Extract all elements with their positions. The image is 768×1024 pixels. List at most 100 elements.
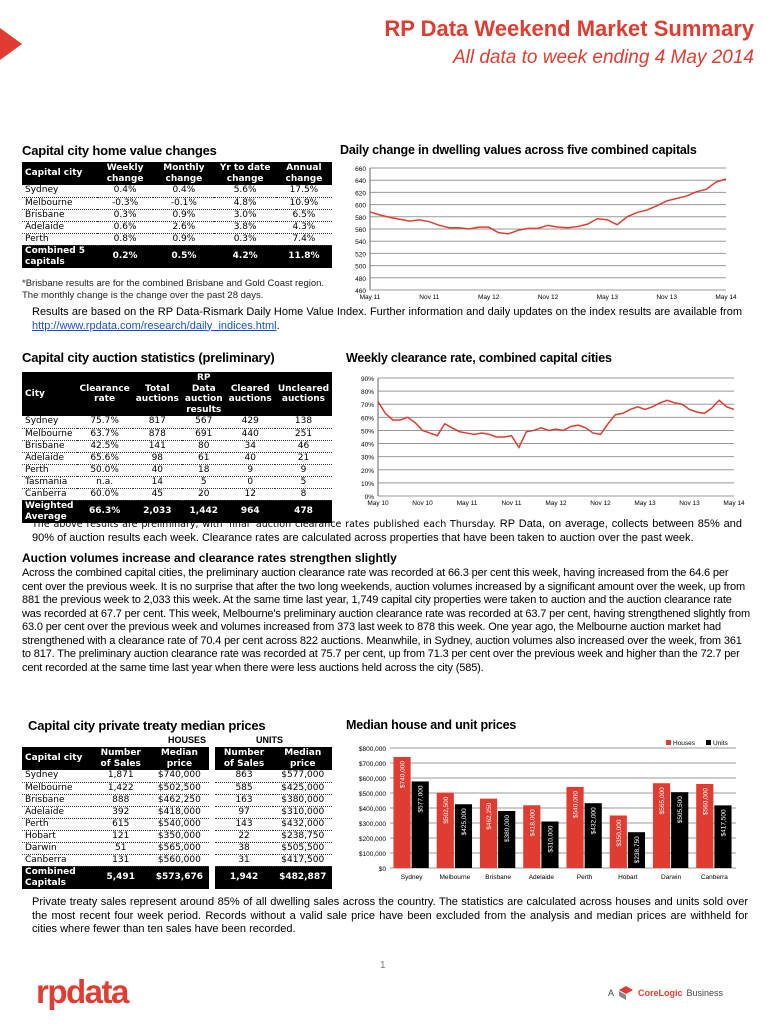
y-tick-label: $200,000 — [359, 836, 386, 843]
total-row: Weighted Average 66.3% 2,033 1,442 964 478 — [22, 500, 333, 523]
total-row: Combined Capitals 5,491 $573,676 1,942 $482,… — [22, 866, 332, 889]
table-row: Melbourne 63.7% 878 691 440 251 — [22, 428, 333, 441]
corner-triangle — [0, 28, 22, 60]
page-title: RP Data Weekend Market Summary — [384, 16, 754, 41]
table-cell: 22 — [208, 830, 274, 843]
total-cell: Combined 5 capitals — [22, 245, 97, 268]
houses-bar — [393, 757, 411, 868]
houses-label: HOUSES — [168, 735, 207, 745]
x-category-label: Brisbane — [485, 874, 511, 881]
table-row: Tasmania n.a. 14 5 0 5 — [22, 476, 333, 489]
y-tick-label: 80% — [361, 389, 374, 396]
table-cell: 38 — [208, 842, 274, 855]
units-bar — [498, 811, 516, 868]
table-cell: 4.8% — [214, 197, 276, 210]
bar-data-label: $417,500 — [720, 809, 727, 836]
table-cell: Perth — [22, 464, 77, 477]
houses-bar — [609, 815, 627, 868]
y-tick-label: 500 — [355, 264, 366, 271]
bar-data-label: $380,000 — [504, 815, 511, 842]
table-cell: $310,000 — [273, 806, 332, 819]
column-header: Total auctions — [132, 372, 182, 416]
units-bar — [627, 832, 646, 868]
total-cell: 1,442 — [181, 500, 226, 523]
table-cell: Hobart — [22, 830, 92, 843]
footnote-line: *Brisbane results are for the combined B… — [22, 278, 325, 289]
table-cell: $417,500 — [273, 854, 332, 867]
bar-data-label: $462,250 — [486, 802, 493, 829]
y-tick-label: 50% — [361, 428, 374, 435]
table-row: Adelaide 65.6% 98 61 40 21 — [22, 452, 333, 465]
chart3-title: Median house and unit prices — [346, 718, 517, 732]
table-cell: $350,000 — [150, 830, 212, 843]
x-category-label: Melbourne — [440, 874, 471, 881]
corelogic-business: Business — [686, 988, 724, 998]
y-tick-label: $400,000 — [359, 806, 386, 813]
table-cell: -0.1% — [153, 197, 215, 210]
y-tick-label: 460 — [355, 288, 366, 295]
table-cell: 0.3% — [96, 209, 154, 222]
x-tick-label: Nov 13 — [679, 500, 700, 507]
total-cell: 0.2% — [96, 245, 154, 268]
x-category-label: Adelaide — [529, 874, 555, 881]
table-cell: 0.4% — [153, 185, 215, 198]
column-header: Cleared auctions — [225, 372, 275, 416]
table-header: Capital city Number of Sales Median price N… — [22, 747, 332, 770]
auction-note: The above results are preliminary, with … — [32, 518, 742, 545]
y-tick-label: 480 — [355, 276, 366, 283]
page-subtitle: All data to week ending 4 May 2014 — [452, 47, 754, 68]
column-header: Uncleared auctions — [274, 372, 333, 416]
table-header: Capital city Weekly change Monthly change Y… — [22, 162, 332, 185]
table-row: Darwin 51 $565,000 38 $505,500 — [22, 842, 332, 855]
total-cell: 0.5% — [153, 245, 215, 268]
x-tick-label: May 14 — [723, 500, 745, 507]
corelogic-name: CoreLogic — [638, 988, 683, 998]
column-header: Weekly change — [96, 162, 154, 185]
bar-data-label: $350,000 — [616, 819, 623, 846]
table-cell: 20 — [181, 488, 226, 501]
table-cell: 0.8% — [96, 233, 154, 246]
table-cell: 141 — [132, 440, 182, 453]
table-cell: Adelaide — [22, 806, 92, 819]
table-cell: 60.0% — [76, 488, 133, 501]
x-tick-label: Nov 10 — [412, 500, 433, 507]
total-cell: 5,491 — [91, 866, 151, 889]
table-cell: 691 — [181, 428, 226, 441]
table-cell: 251 — [274, 428, 333, 441]
table-cell: Brisbane — [22, 794, 92, 807]
table-cell: 615 — [91, 818, 151, 831]
y-tick-label: 0% — [365, 494, 375, 501]
index-note-text: Results are based on the RP Data-Rismark… — [32, 306, 742, 318]
x-tick-label: Nov 12 — [590, 500, 611, 507]
legend-label-houses: Houses — [673, 740, 696, 747]
table-row: Adelaide 392 $418,000 97 $310,000 — [22, 806, 332, 819]
daily-indices-link[interactable]: http://www.rpdata.com/research/daily_ind… — [32, 319, 277, 332]
x-tick-label: Nov 11 — [419, 294, 439, 301]
table-cell: 121 — [91, 830, 151, 843]
table-cell: 8 — [274, 488, 333, 501]
y-tick-label: 640 — [355, 178, 366, 185]
table-row: Hobart 121 $350,000 22 $238,750 — [22, 830, 332, 843]
table-cell: 0.6% — [96, 221, 154, 234]
table-cell: 131 — [91, 854, 151, 867]
table-cell: 5 — [274, 476, 333, 489]
x-tick-label: Nov 12 — [538, 294, 559, 301]
table-cell: $462,250 — [150, 794, 212, 807]
table-cell: 3.8% — [214, 221, 276, 234]
table-cell: Darwin — [22, 842, 92, 855]
total-cell: 2,033 — [132, 500, 182, 523]
table-row: Brisbane 0.3% 0.9% 3.0% 6.5% — [22, 209, 332, 222]
bar-data-label: $418,000 — [529, 809, 536, 836]
table-cell: $432,000 — [273, 818, 332, 831]
houses-bar — [566, 787, 584, 868]
y-tick-label: 580 — [355, 215, 366, 222]
y-tick-label: $300,000 — [359, 821, 386, 828]
y-tick-label: $600,000 — [359, 776, 386, 783]
table-cell: 17.5% — [275, 185, 332, 198]
table-cell: 7.4% — [275, 233, 332, 246]
y-tick-label: 40% — [361, 442, 374, 449]
chart1-title: Daily change in dwelling values across f… — [340, 143, 697, 157]
clearance-rate-chart: 0% 10% 20% 30% 40% 50% 60% 70% 80% 90% May 10 Nov 1… — [361, 376, 745, 507]
table-cell: Sydney — [22, 416, 77, 429]
table-cell: 888 — [91, 794, 151, 807]
